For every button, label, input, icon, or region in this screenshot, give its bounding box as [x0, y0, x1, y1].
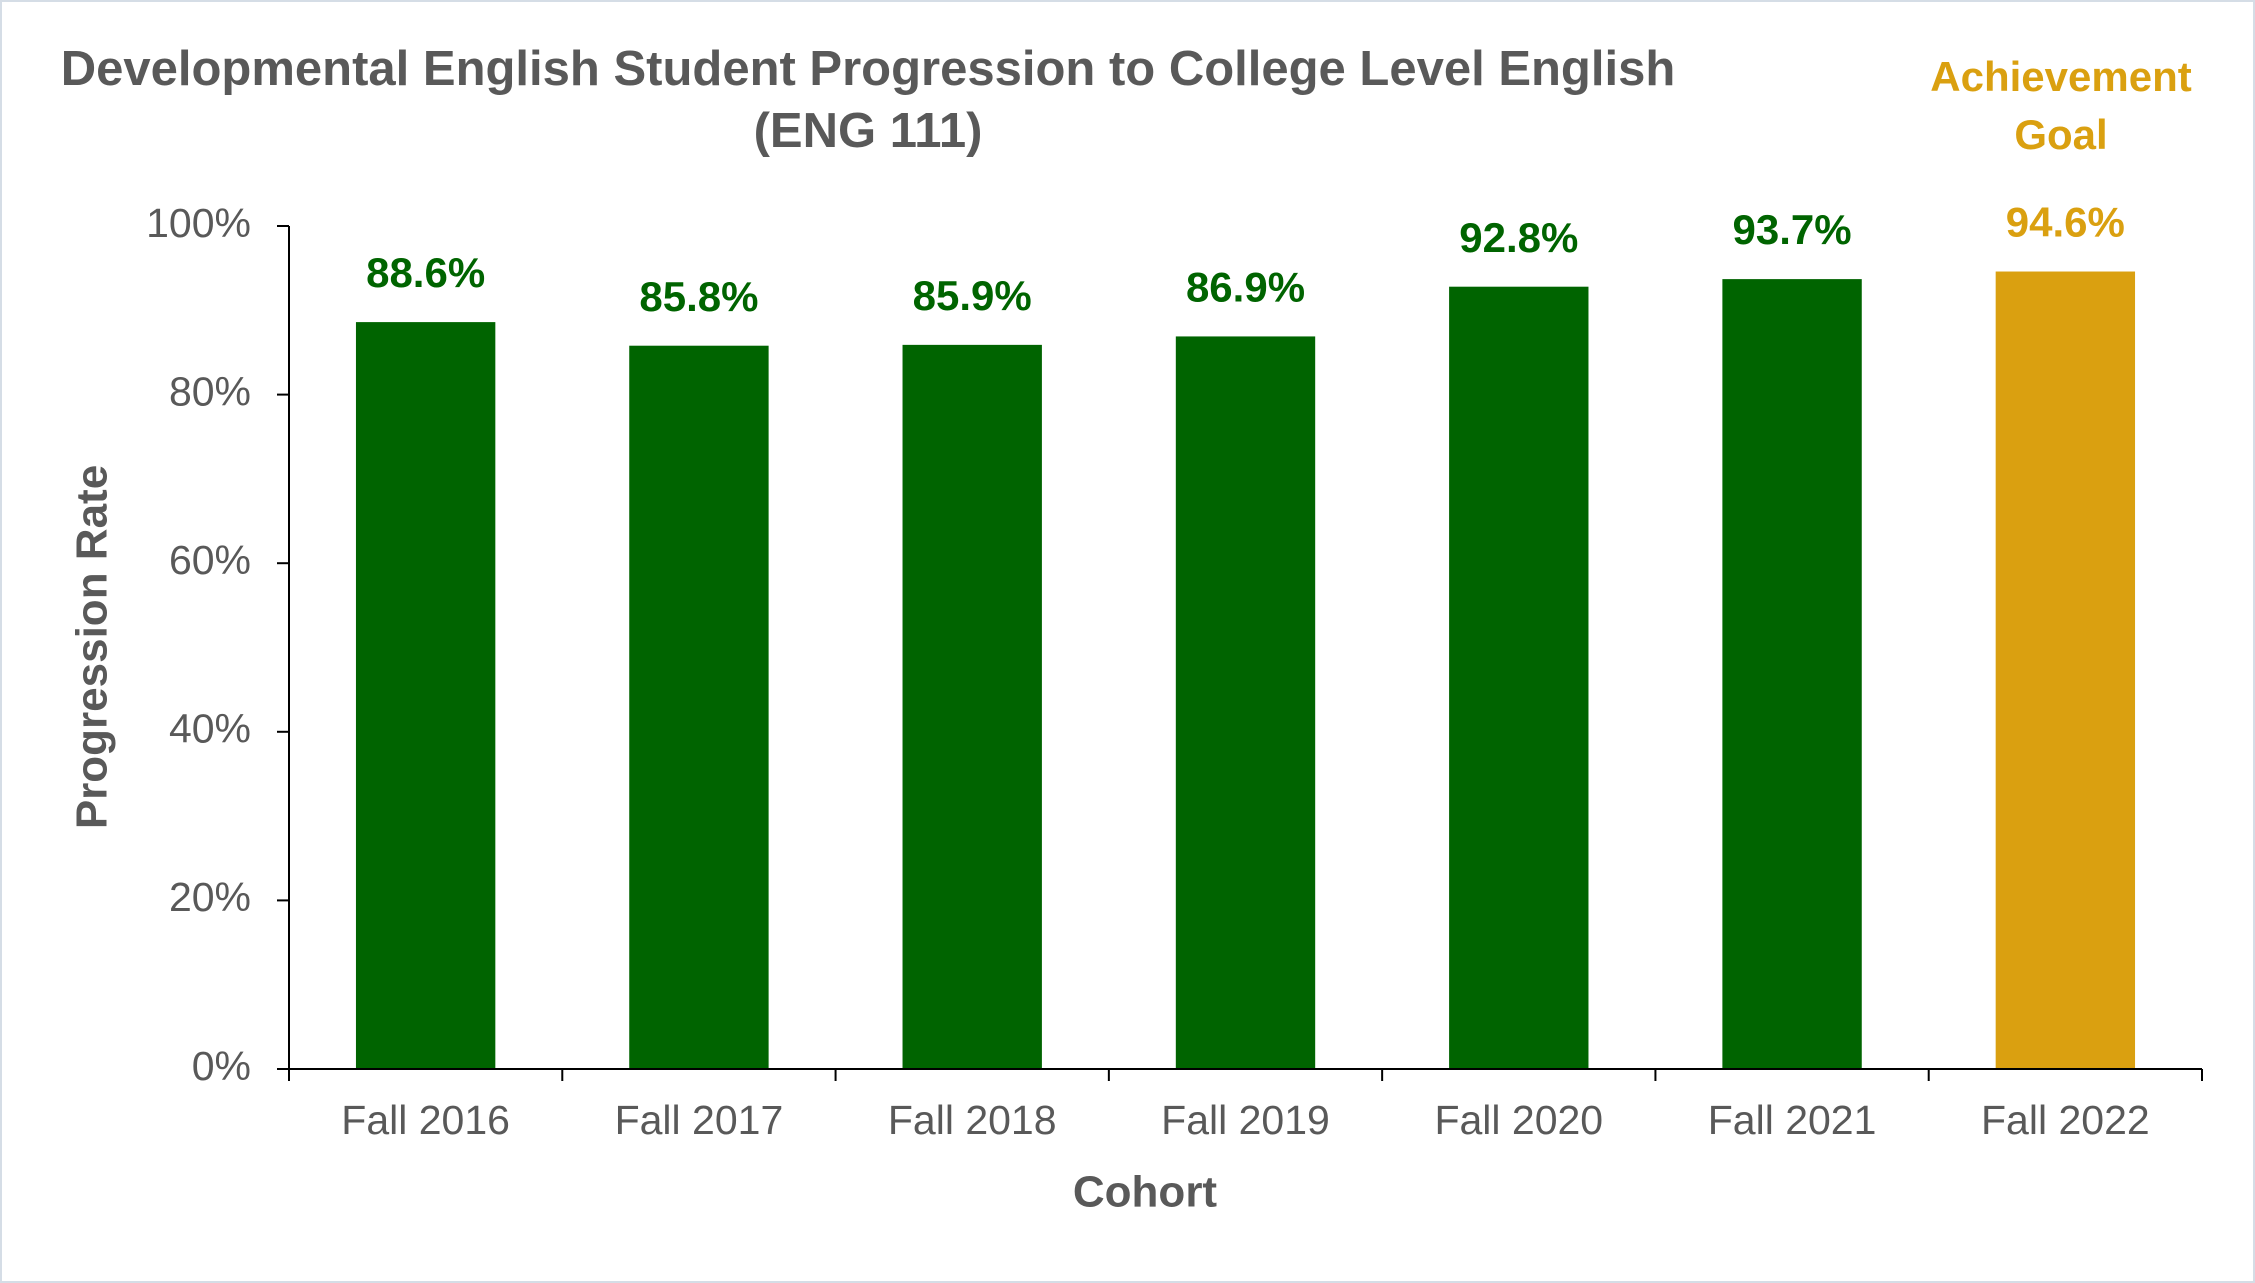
x-axis-title: Cohort — [1073, 1168, 1218, 1217]
x-tick-label: Fall 2019 — [1161, 1097, 1330, 1143]
bar — [629, 345, 769, 1069]
y-tick-label: 80% — [169, 368, 251, 414]
data-label: 85.8% — [639, 273, 758, 320]
data-label: 92.8% — [1459, 214, 1578, 261]
bar — [1995, 271, 2136, 1070]
x-tick-label: Fall 2018 — [888, 1097, 1057, 1143]
y-axis-title: Progression Rate — [68, 465, 117, 829]
y-tick-label: 60% — [169, 537, 251, 583]
x-tick-label: Fall 2020 — [1434, 1097, 1603, 1143]
x-tick-label: Fall 2017 — [615, 1097, 784, 1143]
bar — [902, 344, 1042, 1069]
data-label: 88.6% — [366, 249, 485, 296]
x-tick-label: Fall 2022 — [1981, 1097, 2150, 1143]
data-label: 86.9% — [1186, 264, 1305, 311]
x-tick-label: Fall 2021 — [1708, 1097, 1877, 1143]
bar — [1449, 286, 1589, 1069]
data-label: 85.9% — [913, 272, 1032, 319]
y-tick-label: 40% — [169, 706, 251, 752]
data-label: 94.6% — [2006, 199, 2125, 246]
y-tick-label: 0% — [192, 1043, 251, 1089]
chart-title: Developmental English Student Progressio… — [60, 42, 1676, 158]
y-tick-label: 100% — [146, 200, 251, 246]
y-tick-label: 20% — [169, 874, 251, 920]
data-label: 93.7% — [1733, 206, 1852, 253]
bar — [1722, 279, 1862, 1069]
annotation: Achievement Goal — [1930, 53, 2192, 158]
bar — [355, 322, 496, 1069]
x-tick-label: Fall 2016 — [341, 1097, 510, 1143]
bar — [1175, 336, 1316, 1070]
